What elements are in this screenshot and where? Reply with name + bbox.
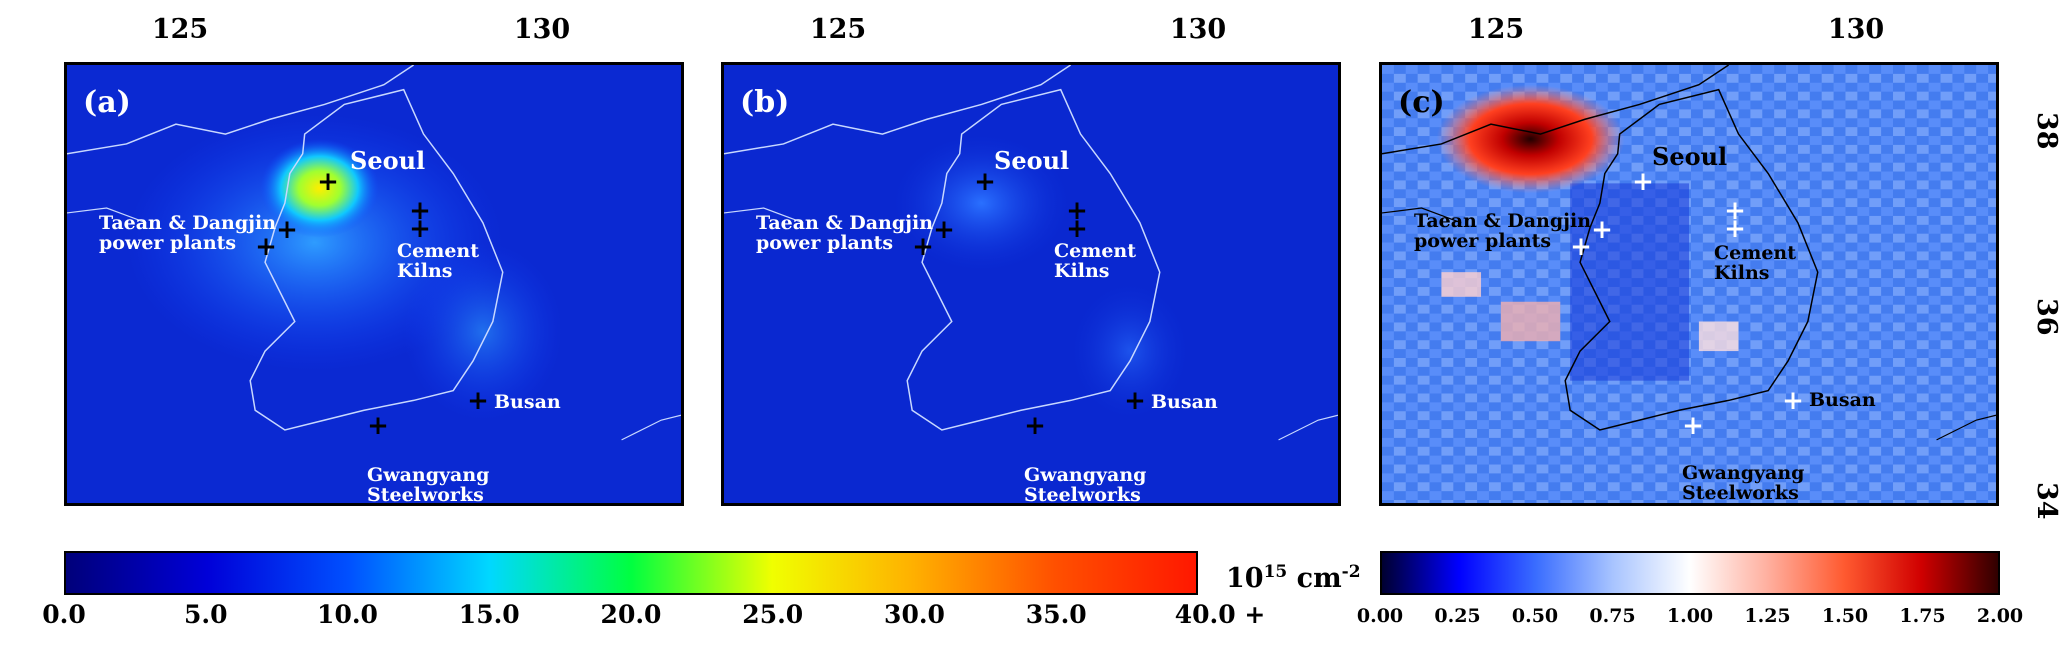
colorbar-main-tick-label: 30.0 (884, 600, 945, 629)
lat-tick-34: 34 (2031, 482, 2062, 520)
colorbar-unit: 1015 cm-2 (1226, 562, 1361, 594)
colorbar-ratio-tick-label: 0.25 (1434, 605, 1481, 627)
marker-gwangyang: + (1682, 411, 1704, 441)
colorbar-main-tick-label: 20.0 (600, 600, 662, 629)
city-label-seoul: Seoul (350, 146, 426, 175)
marker-gwangyang: + (367, 411, 389, 441)
colorbar-main-tick-label: 5.0 (184, 600, 228, 629)
label-taean-line2: power plants (99, 232, 237, 254)
colorbar-main-tick-label: 10.0 (317, 600, 378, 629)
marker-taean: + (1570, 232, 1592, 262)
label-busan: Busan (494, 391, 561, 413)
no2-map-a (67, 65, 681, 503)
colorbar-ratio (1380, 551, 2000, 595)
map-panel-b: (b) Seoul Taean & Dangjin power plants C… (721, 62, 1341, 506)
marker-dangjin: + (276, 215, 298, 245)
label-taean-line1: Taean & Dangjin (99, 212, 277, 234)
marker-cement-1: + (1724, 196, 1746, 226)
label-busan: Busan (1151, 391, 1218, 413)
marker-cement-2: + (409, 214, 431, 244)
lon-tick-130-c: 130 (1827, 14, 1885, 45)
colorbar-ratio-tick-label: 0.00 (1356, 605, 1404, 627)
no2-map-b (724, 65, 1338, 503)
lon-tick-125-a: 125 (151, 14, 209, 45)
marker-dangjin: + (933, 215, 955, 245)
marker-seoul: + (317, 167, 339, 197)
label-cement-line2: Kilns (1714, 262, 1770, 284)
lat-tick-38: 38 (2031, 112, 2062, 150)
marker-seoul: + (974, 167, 996, 197)
unit-rest-exponent: -2 (1341, 562, 1361, 582)
marker-taean: + (255, 232, 277, 262)
marker-cement-2: + (1724, 214, 1746, 244)
label-gwangyang-line1: Gwangyang (1024, 464, 1147, 486)
panel-label: (b) (740, 85, 790, 120)
city-label-seoul: Seoul (994, 146, 1070, 175)
colorbar-main-tick-label: 0.0 (42, 600, 86, 629)
ratio-map-c (1382, 65, 1996, 503)
lon-tick-125-b: 125 (809, 14, 867, 45)
map-panel-a: (a) Seoul Taean & Dangjin power plants C… (64, 62, 684, 506)
lon-tick-130-a: 130 (513, 14, 571, 45)
marker-seoul: + (1632, 167, 1654, 197)
label-cement-line1: Cement (1054, 240, 1136, 262)
panel-label: (a) (83, 85, 131, 120)
colorbar-main-tick-label: 40.0 + (1174, 600, 1266, 629)
lon-tick-130-b: 130 (1169, 14, 1227, 45)
label-taean-line2: power plants (1414, 230, 1552, 252)
marker-cement-1: + (1066, 196, 1088, 226)
label-cement-line1: Cement (397, 240, 479, 262)
marker-busan: + (1124, 386, 1146, 416)
label-gwangyang-line2: Steelworks (1024, 484, 1141, 506)
marker-dangjin: + (1591, 215, 1613, 245)
label-gwangyang-line2: Steelworks (367, 484, 484, 506)
colorbar-concentration (64, 551, 1198, 595)
colorbar-main-tick-label: 25.0 (742, 600, 804, 629)
marker-busan: + (1782, 386, 1804, 416)
city-label-seoul: Seoul (1652, 142, 1728, 171)
unit-exponent: 15 (1263, 562, 1288, 582)
colorbar-ratio-tick-label: 1.25 (1744, 605, 1791, 627)
colorbar-main-tick-label: 15.0 (458, 600, 520, 629)
label-gwangyang-line2: Steelworks (1682, 482, 1799, 504)
colorbar-main-tick-label: 35.0 (1025, 600, 1087, 629)
unit-rest: cm (1287, 563, 1342, 594)
colorbar-ratio-tick-label: 1.00 (1666, 605, 1714, 627)
lon-tick-125-c: 125 (1467, 14, 1525, 45)
map-panel-c: (c) Seoul Taean & Dangjin power plants C… (1379, 62, 1999, 506)
colorbar-ratio-tick-label: 0.75 (1589, 605, 1636, 627)
label-taean-line2: power plants (756, 232, 894, 254)
colorbar-ratio-tick-label: 1.50 (1821, 605, 1869, 627)
marker-cement-2: + (1066, 214, 1088, 244)
label-cement-line1: Cement (1714, 242, 1796, 264)
lat-tick-36: 36 (2031, 298, 2062, 336)
label-taean-line1: Taean & Dangjin (756, 212, 934, 234)
label-cement-line2: Kilns (397, 260, 453, 282)
label-cement-line2: Kilns (1054, 260, 1110, 282)
unit-base: 10 (1226, 563, 1264, 594)
label-busan: Busan (1809, 389, 1876, 411)
marker-taean: + (912, 232, 934, 262)
marker-gwangyang: + (1024, 411, 1046, 441)
colorbar-ratio-tick-label: 1.75 (1899, 605, 1946, 627)
marker-busan: + (467, 386, 489, 416)
marker-cement-1: + (409, 196, 431, 226)
label-taean-line1: Taean & Dangjin (1414, 210, 1592, 232)
label-gwangyang-line1: Gwangyang (367, 464, 490, 486)
colorbar-ratio-tick-label: 0.50 (1511, 605, 1559, 627)
label-gwangyang-line1: Gwangyang (1682, 462, 1805, 484)
colorbar-ratio-tick-label: 2.00 (1976, 605, 2024, 627)
panel-label: (c) (1398, 85, 1445, 120)
